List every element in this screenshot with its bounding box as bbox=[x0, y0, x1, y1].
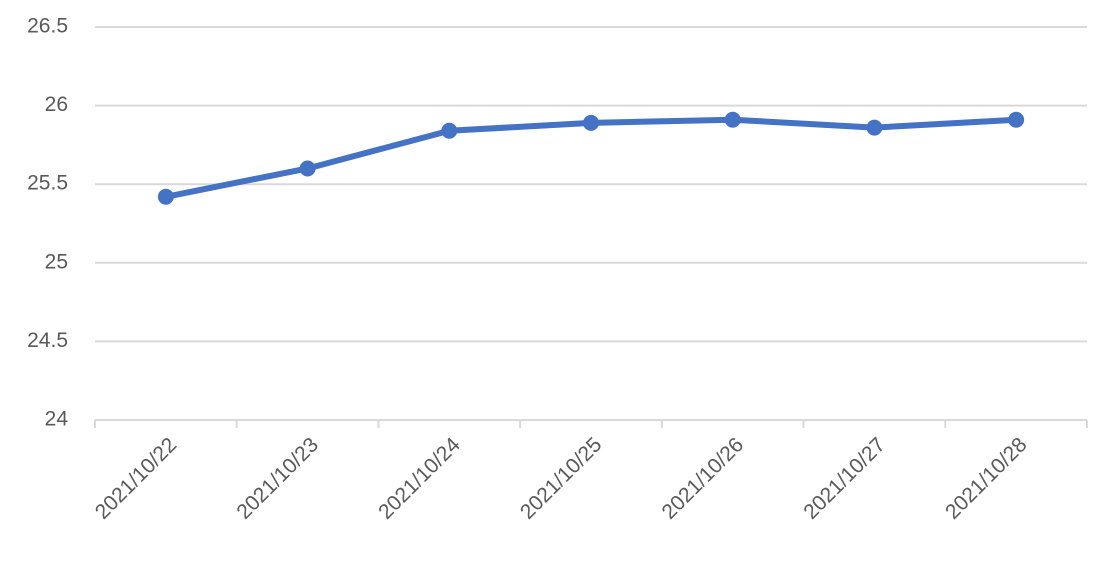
y-tick-label: 24.5 bbox=[27, 329, 68, 352]
x-tick-label: 2021/10/23 bbox=[232, 433, 323, 524]
y-tick-label: 25.5 bbox=[27, 172, 68, 195]
data-point bbox=[866, 119, 883, 136]
y-tick-label: 26 bbox=[45, 93, 68, 116]
x-tick-label: 2021/10/25 bbox=[516, 433, 607, 524]
data-point bbox=[1008, 111, 1025, 128]
y-tick-label: 26.5 bbox=[27, 15, 68, 38]
x-tick-label: 2021/10/22 bbox=[91, 433, 182, 524]
x-tick-label: 2021/10/28 bbox=[941, 433, 1032, 524]
data-line bbox=[165, 116, 1017, 200]
y-tick-label: 25 bbox=[45, 250, 68, 273]
data-point bbox=[157, 188, 174, 205]
data-point bbox=[724, 111, 741, 128]
y-tick-label: 24 bbox=[45, 408, 69, 431]
x-tick-label: 2021/10/24 bbox=[374, 433, 465, 524]
data-point bbox=[299, 160, 316, 177]
data-point bbox=[441, 122, 458, 139]
x-tick-label: 2021/10/26 bbox=[658, 433, 749, 524]
data-point bbox=[583, 114, 599, 131]
x-tick-label: 2021/10/27 bbox=[799, 433, 890, 524]
